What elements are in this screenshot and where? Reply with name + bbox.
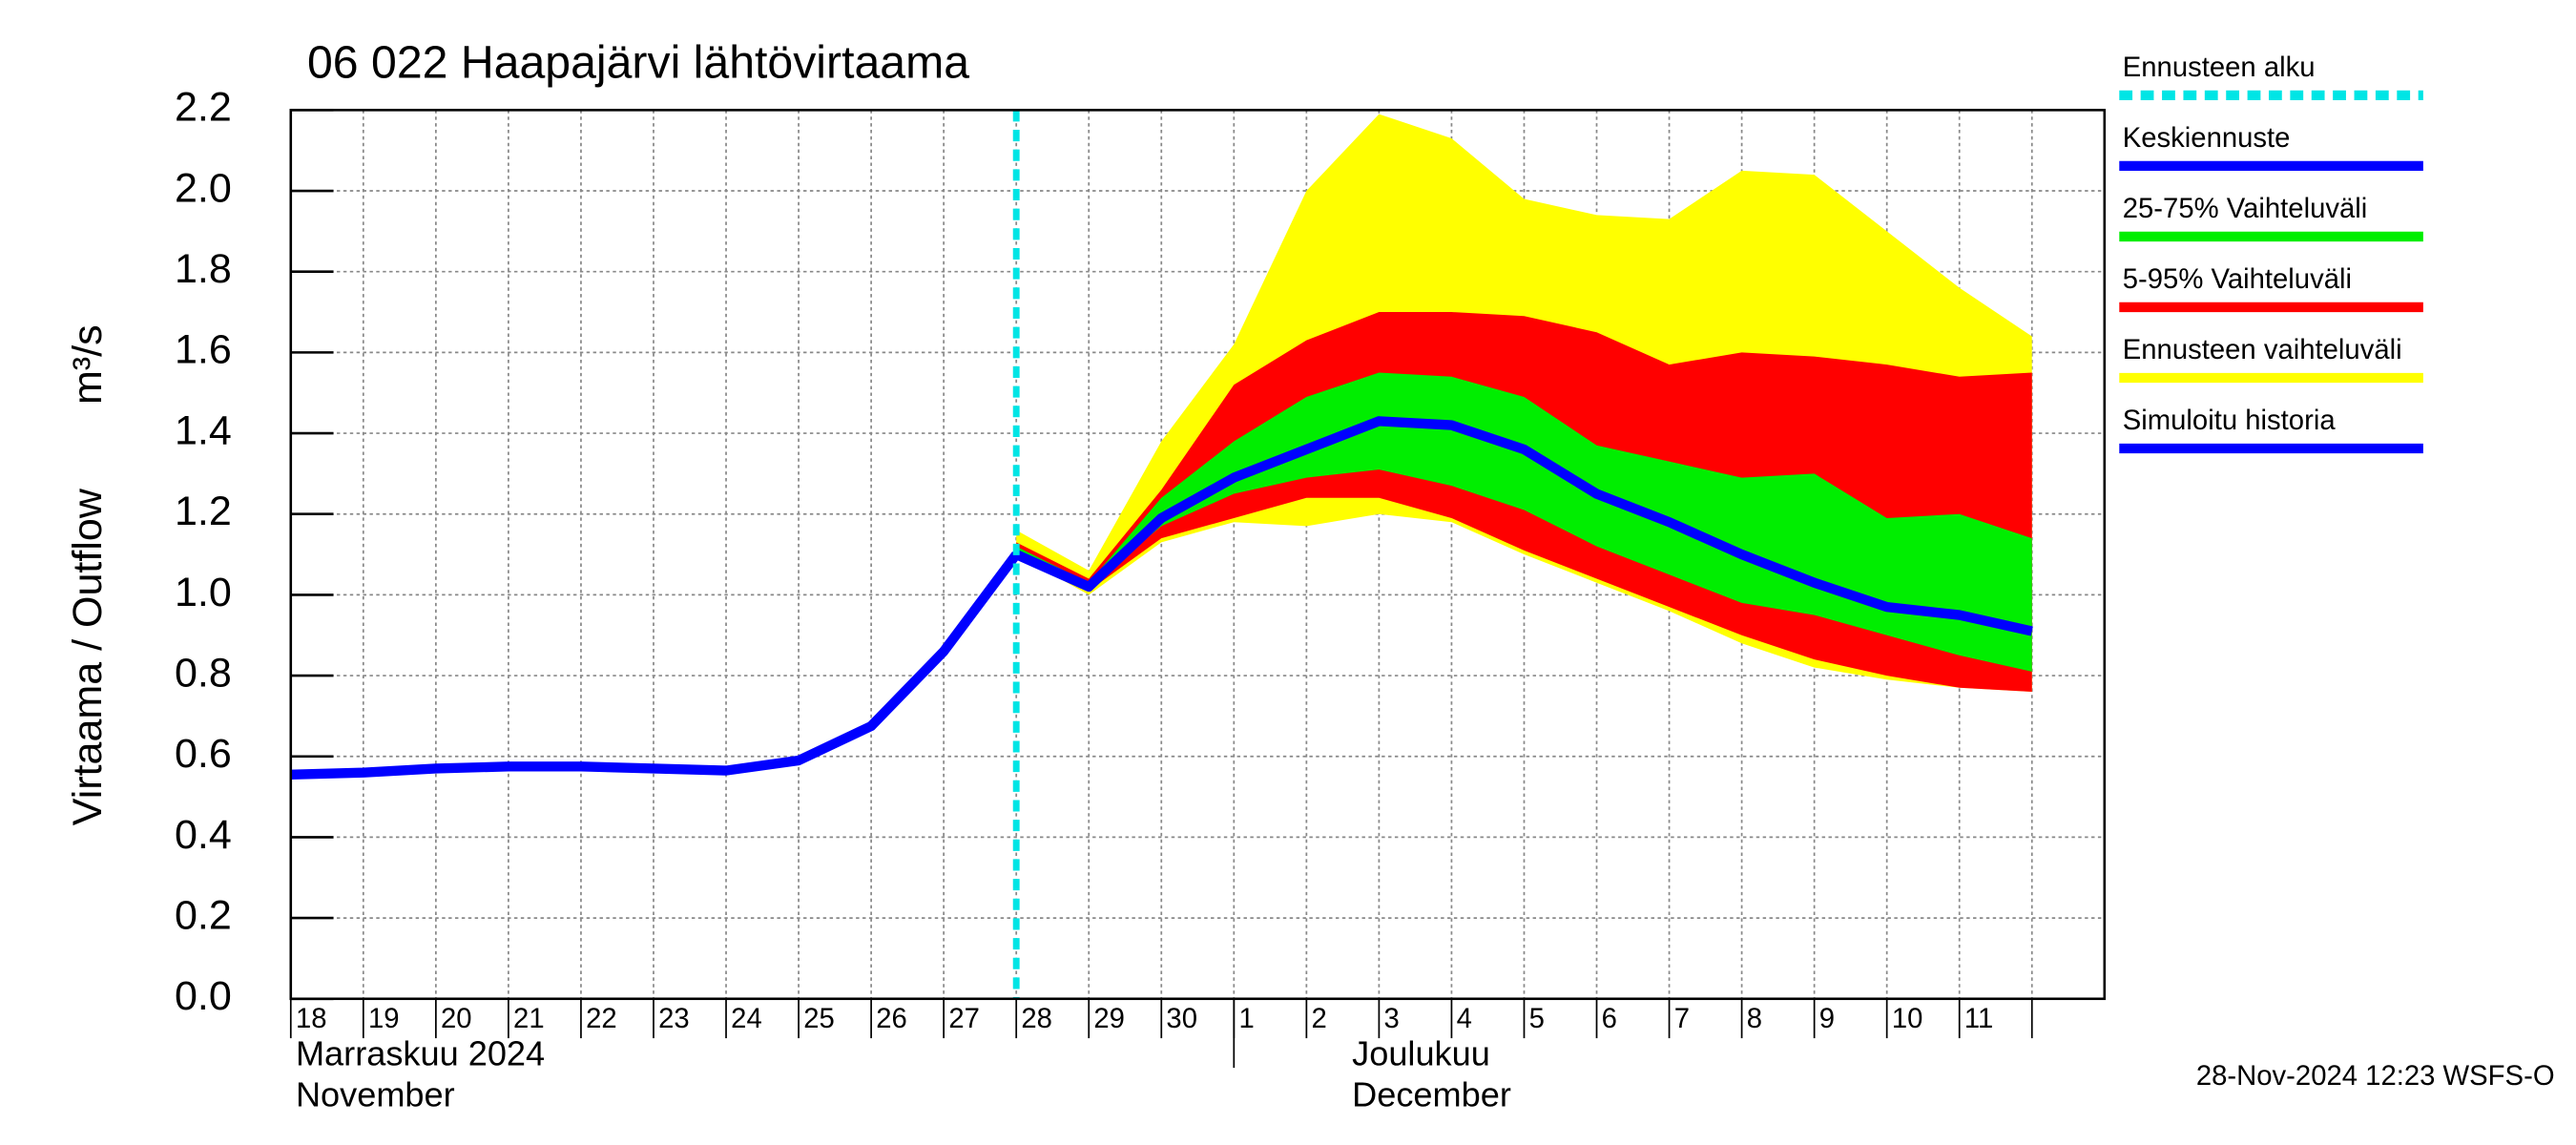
- x-tick-label: 23: [658, 1004, 690, 1034]
- x-tick-label: 24: [731, 1004, 762, 1034]
- x-tick-label: 21: [513, 1004, 545, 1034]
- x-tick-label: 2: [1312, 1004, 1327, 1034]
- y-tick-label: 1.2: [175, 489, 232, 534]
- x-tick-label: 3: [1384, 1004, 1400, 1034]
- x-tick-label: 18: [296, 1004, 327, 1034]
- y-tick-label: 2.2: [175, 85, 232, 131]
- y-tick-label: 0.2: [175, 892, 232, 938]
- chart-title: 06 022 Haapajärvi lähtövirtaama: [307, 37, 969, 89]
- x-tick-label: 11: [1964, 1004, 1993, 1034]
- y-tick-label: 0.4: [175, 812, 232, 858]
- x-tick-label: 22: [586, 1004, 617, 1034]
- y-tick-label: 1.6: [175, 327, 232, 373]
- y-axis-unit: m³/s: [65, 324, 111, 405]
- x-tick-label: 1: [1238, 1004, 1254, 1034]
- x-tick-label: 28: [1021, 1004, 1052, 1034]
- y-tick-label: 0.0: [175, 973, 232, 1019]
- y-tick-label: 1.4: [175, 407, 232, 453]
- x-tick-label: 20: [441, 1004, 472, 1034]
- x-tick-label: 25: [803, 1004, 835, 1034]
- legend-label: Keskiennuste: [2123, 123, 2291, 154]
- month-label: December: [1352, 1075, 1511, 1114]
- x-tick-label: 10: [1892, 1004, 1923, 1034]
- band: [1016, 372, 2032, 672]
- y-tick-label: 1.0: [175, 570, 232, 615]
- plot-frame: [289, 109, 2107, 1001]
- footer: 28-Nov-2024 12:23 WSFS-O: [2196, 1061, 2555, 1092]
- x-tick-label: 19: [368, 1004, 400, 1034]
- y-tick-label: 0.6: [175, 731, 232, 777]
- y-axis-label: Virtaama / Outflow: [65, 488, 111, 825]
- x-tick-label: 5: [1529, 1004, 1545, 1034]
- y-tick-label: 2.0: [175, 165, 232, 211]
- legend-label: 5-95% Vaihteluväli: [2123, 264, 2352, 295]
- x-tick-label: 27: [948, 1004, 980, 1034]
- x-tick-label: 7: [1674, 1004, 1690, 1034]
- x-tick-label: 6: [1602, 1004, 1617, 1034]
- legend-label: 25-75% Vaihteluväli: [2123, 194, 2368, 224]
- month-label: Marraskuu 2024: [296, 1034, 545, 1073]
- x-tick-label: 8: [1747, 1004, 1762, 1034]
- legend-label: Ennusteen alku: [2123, 52, 2316, 83]
- y-tick-label: 1.8: [175, 246, 232, 292]
- line: [1014, 416, 2033, 636]
- legend-label: Simuloitu historia: [2123, 406, 2337, 436]
- month-label: November: [296, 1075, 455, 1114]
- legend-label: Ennusteen vaihteluväli: [2123, 335, 2402, 365]
- month-label: Joulukuu: [1352, 1034, 1490, 1073]
- x-tick-label: 29: [1093, 1004, 1125, 1034]
- line: [290, 551, 1021, 780]
- y-tick-label: 0.8: [175, 650, 232, 696]
- x-tick-label: 30: [1166, 1004, 1197, 1034]
- x-tick-label: 9: [1819, 1004, 1835, 1034]
- x-tick-label: 4: [1457, 1004, 1472, 1034]
- x-tick-label: 26: [876, 1004, 907, 1034]
